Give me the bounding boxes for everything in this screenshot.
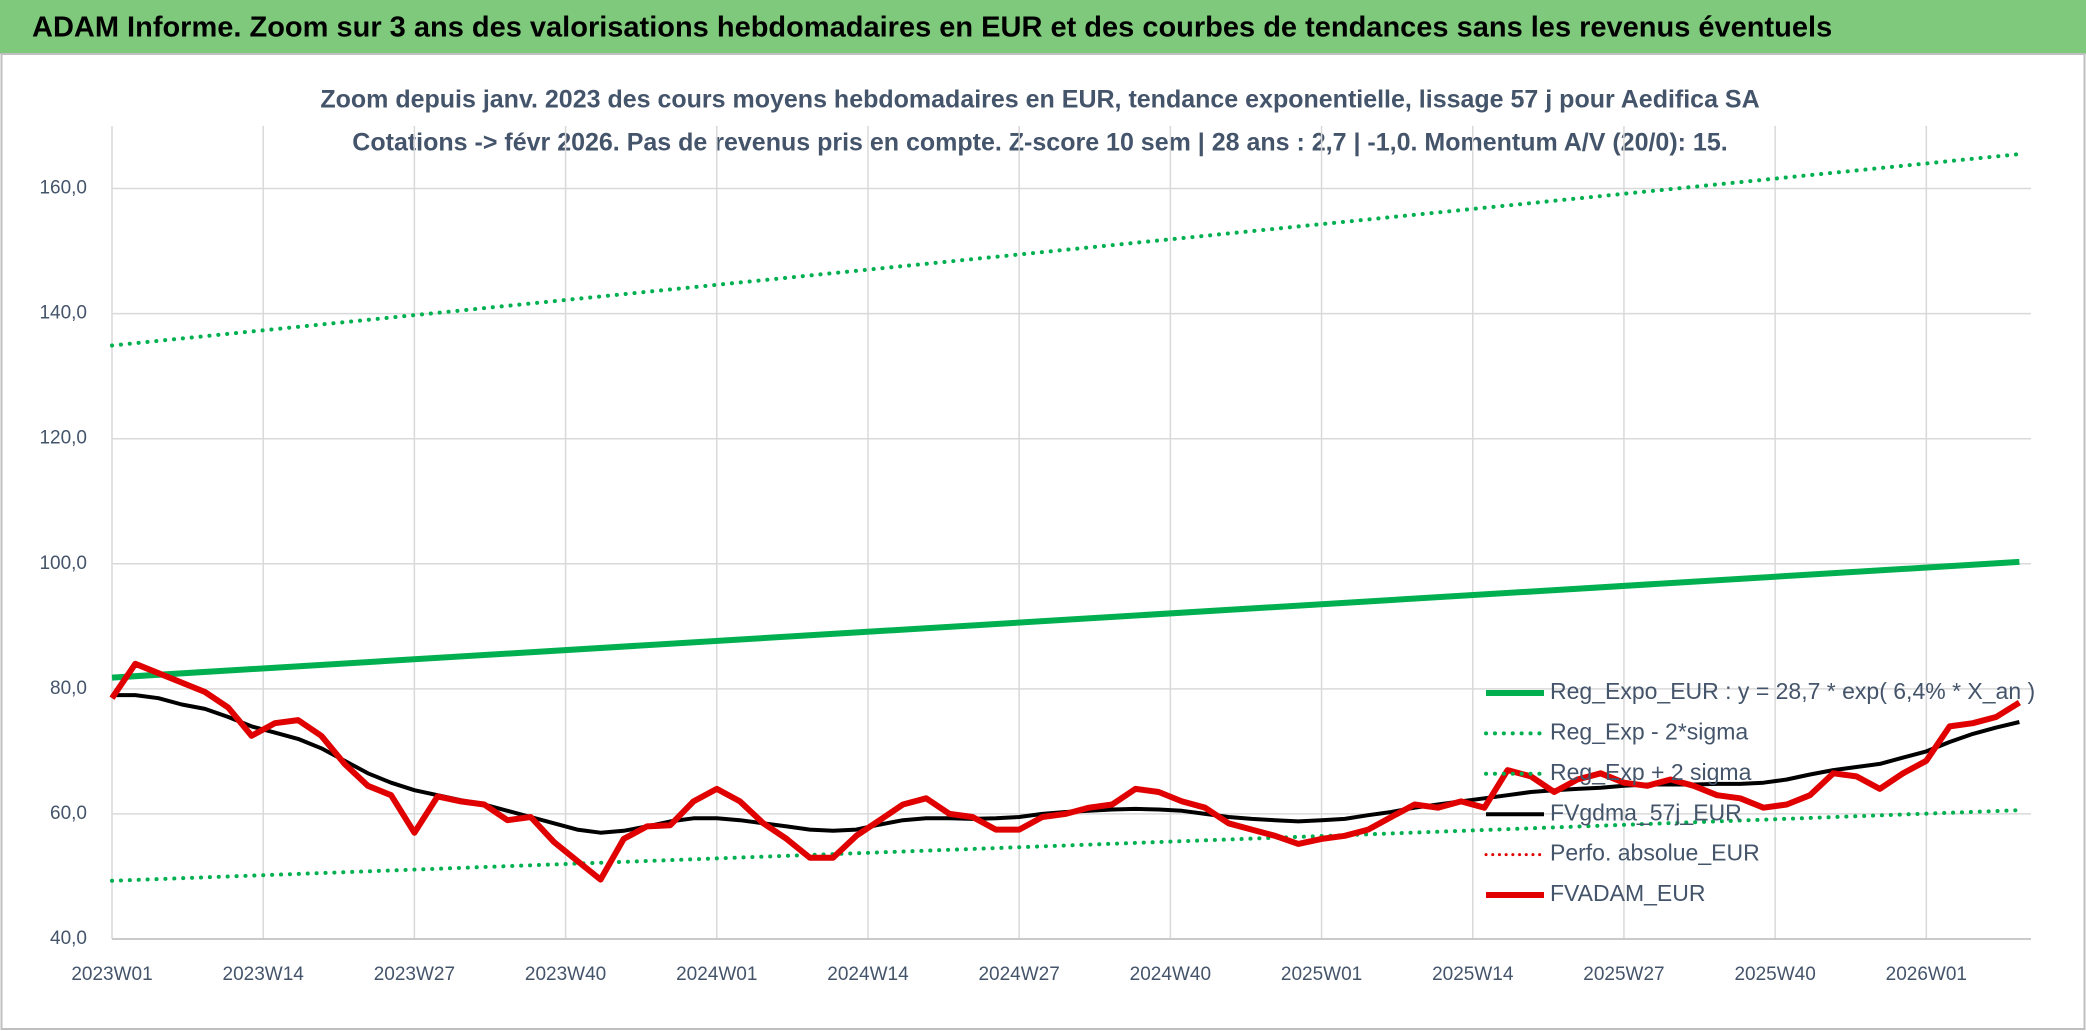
legend-label: Perfo. absolue_EUR <box>1550 840 1760 866</box>
x-tick-label: 2025W27 <box>1583 964 1664 985</box>
x-tick-label: 2024W14 <box>827 964 909 985</box>
chart-title: Zoom depuis janv. 2023 des cours moyens … <box>320 86 1759 114</box>
x-tick-label: 2025W01 <box>1281 964 1362 985</box>
y-tick-label: 40,0 <box>50 928 87 949</box>
header-title: ADAM Informe. Zoom sur 3 ans des valoris… <box>32 12 1832 44</box>
legend-label: Reg_Expo_EUR : y = 28,7 * exp( 6,4% * X_… <box>1550 678 2035 704</box>
y-tick-label: 160,0 <box>39 178 87 199</box>
x-tick-label: 2024W27 <box>978 964 1059 985</box>
x-tick-label: 2025W40 <box>1734 964 1815 985</box>
series-line <box>110 808 2022 883</box>
y-tick-label: 120,0 <box>39 428 87 449</box>
legend-label: FVgdma_57j_EUR <box>1550 799 1742 825</box>
chart-frame <box>0 53 2086 1030</box>
header-bar <box>0 0 2086 54</box>
x-tick-label: 2025W14 <box>1432 964 1514 985</box>
x-tick-label: 2026W01 <box>1886 964 1967 985</box>
x-tick-label: 2024W01 <box>676 964 757 985</box>
series-line <box>110 152 2022 348</box>
series-line <box>109 660 2021 883</box>
legend-label: Reg_Exp - 2*sigma <box>1550 718 1748 744</box>
legend: Reg_Expo_EUR : y = 28,7 * exp( 6,4% * X_… <box>1484 678 2035 906</box>
x-tick-label: 2023W27 <box>374 964 455 985</box>
legend-label: FVADAM_EUR <box>1550 880 1706 906</box>
y-tick-label: 100,0 <box>39 553 87 574</box>
y-tick-label: 60,0 <box>50 803 87 824</box>
x-tick-label: 2023W40 <box>525 964 606 985</box>
x-tick-label: 2024W40 <box>1130 964 1211 985</box>
chart-subtitle: Cotations -> févr 2026. Pas de revenus p… <box>352 129 1727 157</box>
x-tick-label: 2023W14 <box>223 964 305 985</box>
y-tick-label: 80,0 <box>50 678 87 699</box>
legend-label: Reg_Exp + 2 sigma <box>1550 759 1752 785</box>
y-tick-label: 140,0 <box>39 303 87 324</box>
series-line <box>111 558 2020 681</box>
x-tick-label: 2023W01 <box>71 964 152 985</box>
